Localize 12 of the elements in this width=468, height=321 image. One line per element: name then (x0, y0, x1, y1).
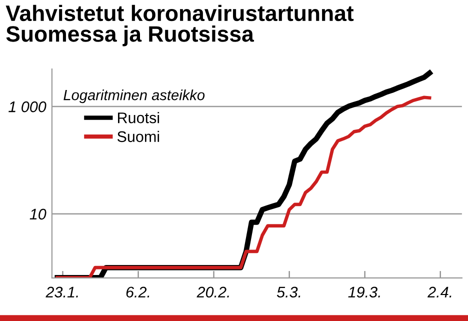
x-tick-label: 20.2. (196, 286, 229, 298)
x-tick-label: 2.4. (428, 286, 452, 298)
y-tick-label: 10 (30, 208, 46, 220)
x-tick-label: 23.1. (46, 286, 78, 298)
chart-title: Vahvistetut koronavirustartunnat Suomessa ja Ruotsissa (6, 4, 354, 46)
x-tick-label: 6.2. (126, 286, 150, 298)
y-tick-label: 1 000 (8, 101, 46, 112)
annotation: Logaritminen asteikko (64, 90, 205, 104)
x-tick-label: 19.3. (348, 286, 380, 298)
legend-label: Ruotsi (118, 112, 160, 124)
legend-label: Suomi (117, 130, 160, 142)
x-tick-label: 5.3. (276, 286, 300, 298)
